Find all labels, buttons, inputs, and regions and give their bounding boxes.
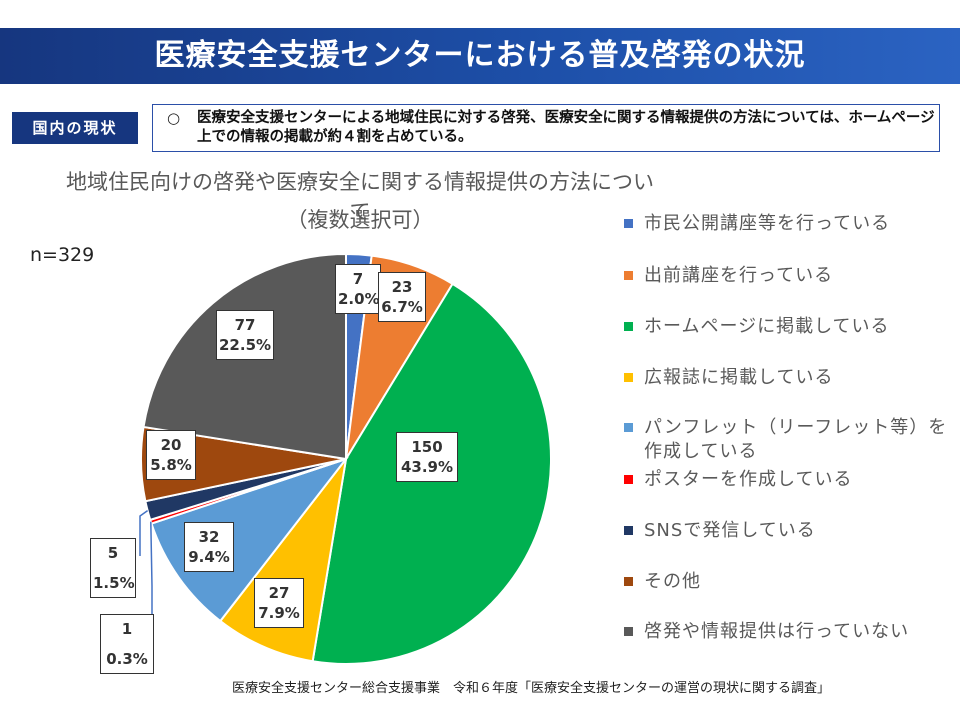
legend-label: 市民公開講座等を行っている [644,212,954,236]
legend-swatch [624,577,633,586]
data-label-count: 1 [103,619,151,639]
data-label-percent: 0.3% [103,649,151,669]
legend-swatch [624,526,633,535]
data-label-percent: 9.4% [187,547,231,567]
legend-label: 啓発や情報提供は行っていない [644,620,954,644]
leader-line-5 [151,522,152,626]
data-label-count: 23 [381,277,423,297]
legend-swatch [624,322,633,331]
data-label-percent: 6.7% [381,297,423,317]
legend-label: ポスターを作成している [644,468,954,492]
data-label-4: 329.4% [184,522,234,572]
data-label-0: 72.0% [335,264,381,314]
legend-swatch [624,627,633,636]
legend-swatch [624,373,633,382]
legend-label: パンフレット（リーフレット等）を作成している [644,416,954,464]
data-label-count: 27 [257,583,301,603]
legend-label: ホームページに掲載している [644,315,954,339]
data-label-percent: 22.5% [219,335,271,355]
data-label-2: 15043.9% [396,432,458,482]
data-label-count: 5 [93,543,133,563]
legend-label: 出前講座を行っている [644,264,954,288]
data-label-count: 77 [219,315,271,335]
source-note: 医療安全支援センター総合支援事業 令和６年度「医療安全支援センターの運営の現状に… [232,677,830,696]
data-label-percent: 1.5% [93,573,133,593]
data-label-5: 1 0.3% [100,614,154,674]
data-label-1: 236.7% [378,272,426,322]
data-label-count: 32 [187,527,231,547]
data-label-percent: 7.9% [257,603,301,623]
legend-label: SNSで発信している [644,519,954,543]
data-label-count: 150 [399,437,455,457]
data-label-percent: 2.0% [338,289,378,309]
leader-line-6 [140,511,148,556]
data-label-6: 5 1.5% [90,538,136,598]
pie-chart [0,0,960,720]
data-label-7: 205.8% [146,430,196,480]
data-label-8: 7722.5% [216,310,274,360]
data-label-count: 20 [149,435,193,455]
legend-swatch [624,219,633,228]
data-label-3: 277.9% [254,578,304,628]
legend-swatch [624,423,633,432]
data-label-percent: 43.9% [399,457,455,477]
legend-swatch [624,271,633,280]
legend-label: 広報誌に掲載している [644,366,954,390]
data-label-percent: 5.8% [149,455,193,475]
legend-label: その他 [644,570,954,594]
data-label-count: 7 [338,269,378,289]
legend-swatch [624,475,633,484]
